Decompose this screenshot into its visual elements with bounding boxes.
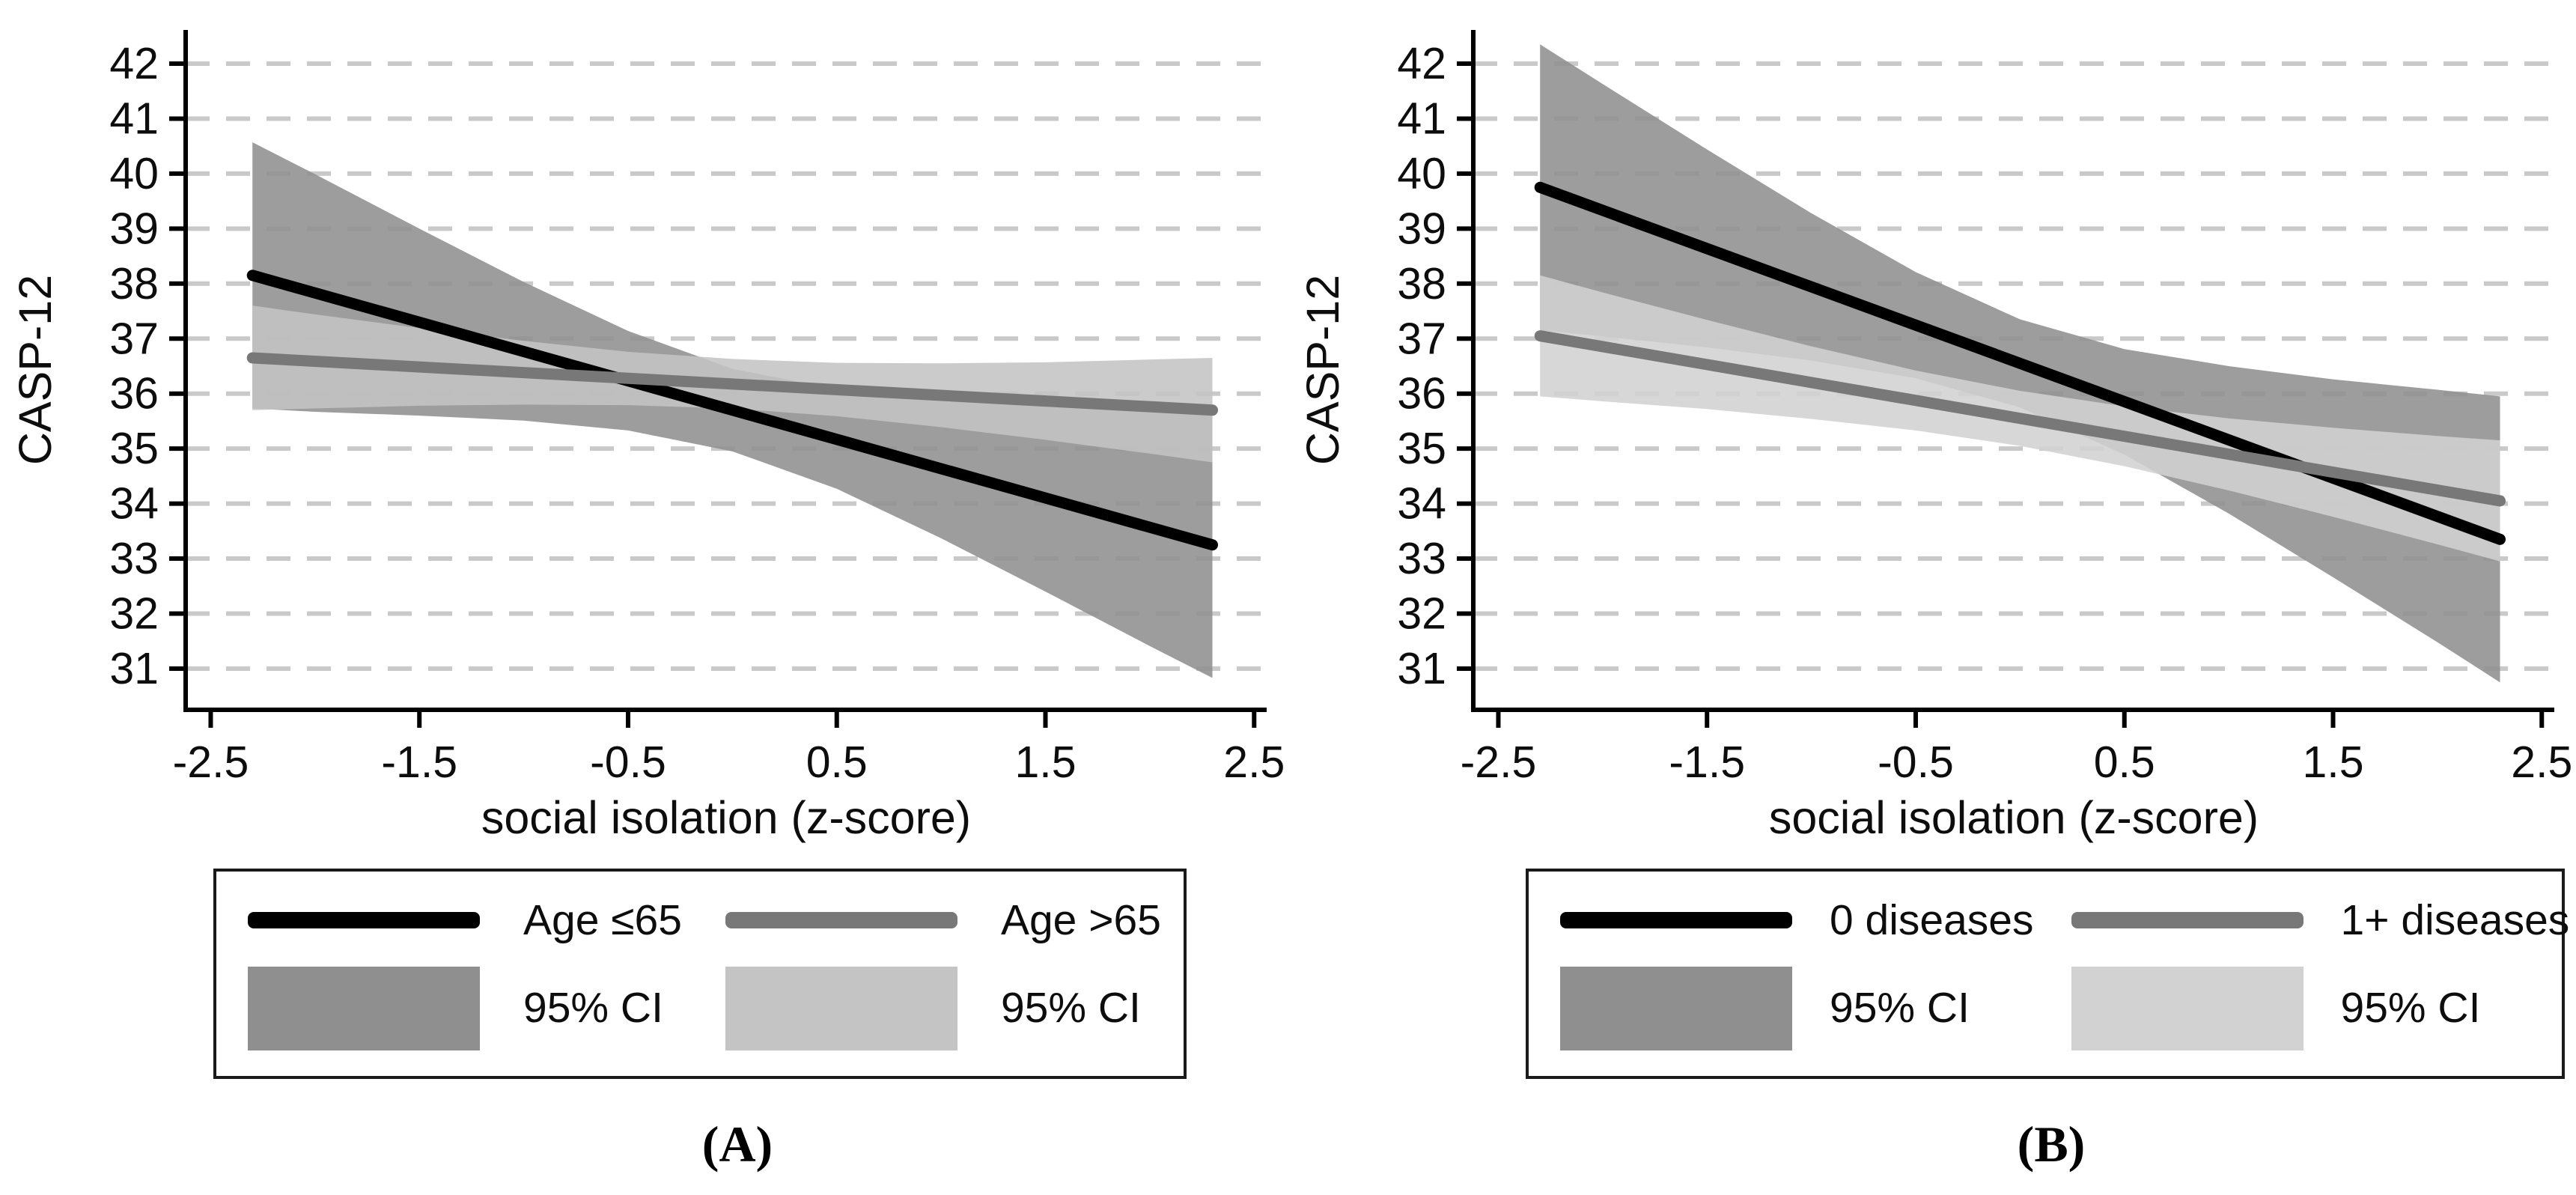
x-tick-label: -0.5 [1878, 738, 1954, 787]
legend-label: 1+ diseases [2340, 896, 2570, 944]
panel-b: 42 41 40 39 38 37 36 35 34 33 32 31 -2.5 -1.5 -0.5 0.5 1… [1288, 0, 2575, 1195]
fit-line [246, 270, 1219, 551]
y-tick-label: 42 [1397, 39, 1446, 88]
x-axis-title: social isolation (z-score) [481, 792, 971, 843]
y-tick-label: 36 [109, 369, 159, 419]
legend-line-swatch [725, 912, 957, 929]
legend-label: 95% CI [523, 984, 663, 1033]
y-tick-label: 42 [109, 39, 159, 88]
plot-b: 42 41 40 39 38 37 36 35 34 33 32 31 -2.5 -1.5 -0.5 0.5 1… [1297, 30, 2572, 843]
legend-area-swatch [725, 966, 957, 1050]
x-tick-label: 2.5 [1223, 738, 1285, 787]
x-tick-label: 1.5 [1014, 738, 1076, 787]
y-tick-label: 41 [109, 94, 159, 143]
y-tick-label: 40 [1397, 149, 1446, 198]
y-tick-label: 33 [109, 534, 159, 583]
y-tick-label: 39 [1397, 204, 1446, 253]
legend-label: 95% CI [2340, 984, 2481, 1033]
legend-area-swatch [248, 966, 480, 1050]
y-axis-title: CASP-12 [10, 275, 61, 465]
x-tick-label: 0.5 [2094, 738, 2155, 787]
axes: 42 41 40 39 38 37 36 35 34 33 32 31 -2.5 -1.5 -0.5 0.5 1… [1397, 30, 2572, 787]
x-tick-label: 1.5 [2302, 738, 2363, 787]
fit-line [1534, 330, 2506, 507]
y-tick-label: 41 [1397, 94, 1446, 143]
legend-line-swatch [248, 912, 480, 929]
y-tick-label: 38 [1397, 259, 1446, 308]
plot-a: 42 41 40 39 38 37 36 35 34 33 32 31 -2.5 -1.5 -0.5 0.5 1… [10, 30, 1285, 843]
y-tick-label: 34 [109, 479, 159, 529]
y-tick-label: 37 [1397, 314, 1446, 363]
legend-area-swatch [2071, 966, 2304, 1050]
x-tick-label: -1.5 [381, 738, 457, 787]
y-tick-label: 34 [1397, 479, 1446, 529]
y-tick-label: 31 [1397, 644, 1446, 693]
y-tick-label: 38 [109, 259, 159, 308]
fit-line [1534, 181, 2506, 545]
legend-line-swatch [1560, 912, 1792, 929]
legend-a: Age ≤65 Age >65 95% CI 95% CI [213, 869, 1187, 1079]
y-tick-label: 33 [1397, 534, 1446, 583]
x-tick-label: 0.5 [806, 738, 868, 787]
x-tick-label: 2.5 [2511, 738, 2572, 787]
x-tick-label: -2.5 [173, 738, 249, 787]
y-axis-title: CASP-12 [1297, 275, 1348, 465]
legend-label: Age ≤65 [523, 896, 682, 944]
y-tick-label: 40 [109, 149, 159, 198]
fit-lines [1534, 181, 2506, 545]
legend-line-swatch [2071, 912, 2304, 929]
y-tick-label: 31 [109, 644, 159, 693]
legend-label: 95% CI [1830, 984, 1970, 1033]
x-axis-title: social isolation (z-score) [1769, 792, 2259, 843]
x-tick-label: -2.5 [1461, 738, 1537, 787]
y-tick-label: 35 [1397, 424, 1446, 473]
panel-a: 42 41 40 39 38 37 36 35 34 33 32 31 -2.5 -1.5 -0.5 0.5 1… [10, 30, 1285, 1173]
legend-label: 95% CI [1000, 984, 1141, 1033]
fit-lines [246, 270, 1219, 551]
y-tick-label: 39 [109, 204, 159, 253]
y-tick-label: 37 [109, 314, 159, 363]
legend-label: Age >65 [1000, 896, 1161, 944]
x-tick-label: -1.5 [1669, 738, 1745, 787]
y-tick-label: 36 [1397, 369, 1446, 419]
x-tick-label: -0.5 [590, 738, 666, 787]
y-tick-label: 32 [109, 589, 159, 639]
legend-label: 0 diseases [1830, 896, 2034, 944]
legend-area-swatch [1560, 966, 1792, 1050]
axes: 42 41 40 39 38 37 36 35 34 33 32 31 -2.5 -1.5 -0.5 0.5 1… [109, 30, 1285, 787]
panel-caption-a: (A) [701, 1115, 773, 1173]
y-tick-label: 32 [1397, 589, 1446, 639]
legend-b: 0 diseases 1+ diseases 95% CI 95% CI [1526, 869, 2569, 1079]
y-tick-label: 35 [109, 424, 159, 473]
panel-caption-b: (B) [2017, 1115, 2086, 1173]
fit-line [246, 352, 1219, 416]
